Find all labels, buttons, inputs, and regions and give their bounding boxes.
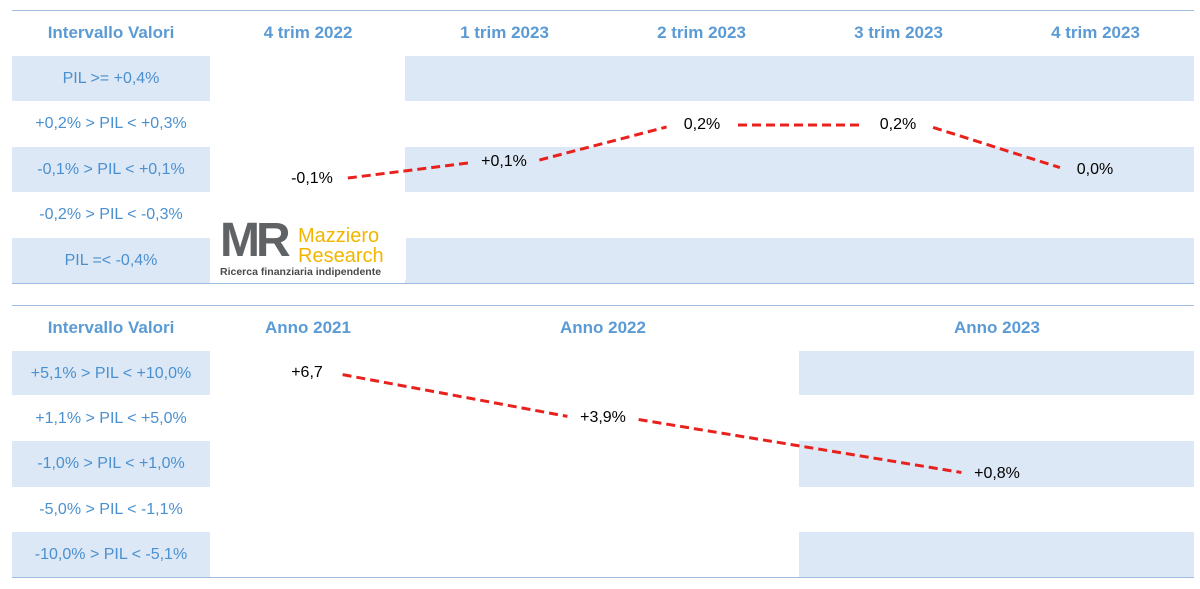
logo-tagline: Ricerca finanziaria indipendente [220, 266, 382, 278]
annual-row-label: +5,1% > PIL < +10,0% [30, 365, 192, 382]
band-row5-label [12, 238, 210, 283]
data-point-label: +3,9% [580, 409, 626, 426]
trend-segment [342, 373, 568, 418]
logo-brand-line2: Research [298, 245, 384, 267]
annual-header-label: Intervallo Valori [47, 318, 175, 337]
band-row5-data [405, 238, 1194, 283]
band-row3-label [12, 147, 210, 192]
quarterly-header-label: Intervallo Valori [47, 23, 175, 42]
data-point-label: +0,1% [481, 153, 527, 170]
data-point-label: 0,2% [879, 116, 917, 133]
data-point-label: +0,8% [974, 465, 1020, 482]
band-row1-data [799, 351, 1194, 395]
top-rule [12, 10, 1194, 11]
logo-brand: Mazziero Research [298, 226, 384, 266]
data-point-label: 0,0% [1076, 161, 1114, 178]
logo-mark: MR [220, 214, 291, 267]
quarterly-header-cat: 2 trim 2023 [657, 23, 746, 42]
annual-row-label: -10,0% > PIL < -5,1% [34, 546, 188, 563]
band-row3-label [12, 441, 210, 487]
annual-row-label: -1,0% > PIL < +1,0% [37, 455, 185, 472]
quarterly-row-label: -0,2% > PIL < -0,3% [39, 206, 183, 223]
band-row5-data [799, 532, 1194, 578]
annual-header-cat: Anno 2023 [954, 318, 1040, 337]
quarterly-row-label: +0,2% > PIL < +0,3% [35, 115, 187, 132]
annual-bottom-rule [12, 577, 1194, 578]
quarterly-header-cat: 4 trim 2023 [1051, 23, 1140, 42]
quarterly-header-cat: 4 trim 2022 [263, 23, 353, 42]
logo-brand-line1: Mazziero [298, 225, 380, 247]
data-point-label: 0,2% [683, 116, 721, 133]
quarterly-header-cat: 1 trim 2023 [460, 23, 549, 42]
quarterly-row-label: PIL =< -0,4% [64, 252, 158, 269]
annual-top-rule [12, 305, 1194, 306]
annual-row-label: +1,1% > PIL < +5,0% [35, 410, 187, 427]
data-point-label: -0,1% [291, 170, 333, 187]
data-point-label: +6,7 [291, 364, 323, 381]
band-row3-data [405, 147, 1194, 192]
band-row5-label [12, 532, 210, 578]
mazziero-research-logo: MR Mazziero Research Ricerca finanziaria… [216, 214, 406, 280]
annual-row-label: -5,0% > PIL < -1,1% [39, 501, 183, 518]
band-row1-label [12, 351, 210, 395]
band-row1-data [405, 56, 1194, 101]
quarterly-bottom-rule [12, 283, 1194, 284]
quarterly-header-cat: 3 trim 2023 [854, 23, 943, 42]
annual-header-cat: Anno 2022 [560, 318, 646, 337]
quarterly-row-label: PIL >= +0,4% [62, 70, 160, 87]
band-row1-label [12, 56, 210, 101]
quarterly-row-label: -0,1% > PIL < +0,1% [37, 161, 185, 178]
annual-header-cat: Anno 2021 [265, 318, 351, 337]
